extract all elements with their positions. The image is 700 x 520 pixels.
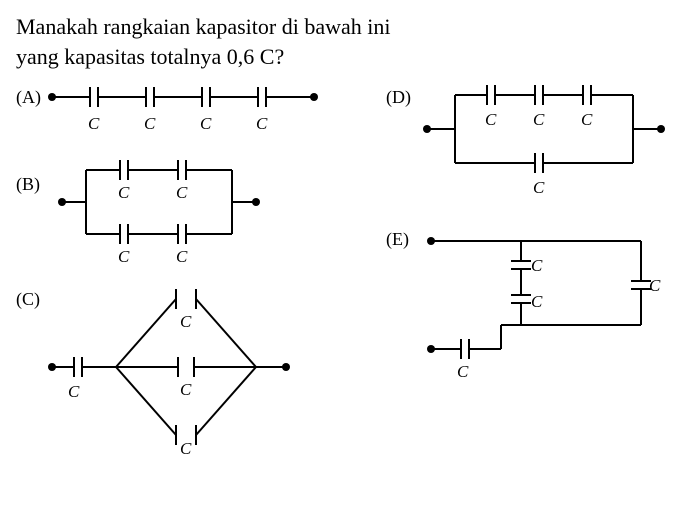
circuit-c: C C C C xyxy=(46,279,296,454)
cap-label: C xyxy=(531,292,543,311)
cap-label: C xyxy=(533,178,545,197)
cap-label: C xyxy=(485,110,497,129)
cap-label: C xyxy=(457,362,469,379)
option-label-c: (C) xyxy=(16,289,40,310)
option-label-a: (A) xyxy=(16,87,41,108)
cap-label: C xyxy=(180,380,192,399)
cap-label: C xyxy=(531,256,543,275)
circuit-a: C C C C xyxy=(46,79,326,139)
options-grid: (A) C C C C (B) xyxy=(16,79,684,499)
cap-label: C xyxy=(144,114,156,133)
option-label-b: (B) xyxy=(16,174,40,195)
cap-label: C xyxy=(180,312,192,331)
cap-label: C xyxy=(88,114,100,133)
cap-label: C xyxy=(649,276,661,295)
circuit-e: C C C C xyxy=(421,229,661,379)
cap-label: C xyxy=(533,110,545,129)
option-label-d: (D) xyxy=(386,87,411,108)
circuit-d: C C C C xyxy=(421,79,671,199)
cap-label: C xyxy=(68,382,80,401)
cap-label: C xyxy=(180,439,192,454)
option-label-e: (E) xyxy=(386,229,409,250)
cap-label: C xyxy=(176,247,188,264)
cap-label: C xyxy=(581,110,593,129)
question-line-1: Manakah rangkaian kapasitor di bawah ini xyxy=(16,14,390,39)
cap-label: C xyxy=(118,183,130,202)
cap-label: C xyxy=(256,114,268,133)
cap-label: C xyxy=(176,183,188,202)
cap-label: C xyxy=(118,247,130,264)
circuit-b: C C C C xyxy=(56,154,266,264)
cap-label: C xyxy=(200,114,212,133)
question-line-2: yang kapasitas totalnya 0,6 C? xyxy=(16,44,284,69)
